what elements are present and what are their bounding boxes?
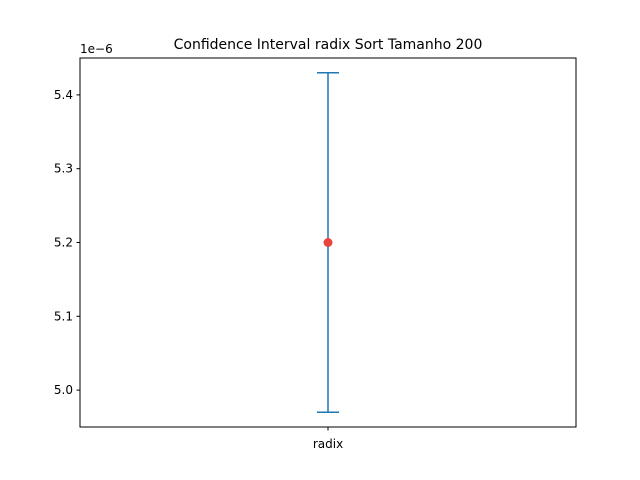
plot-marks: [317, 72, 339, 413]
y-tick-label: 5.3: [54, 162, 73, 176]
x-tick-label: radix: [313, 437, 343, 451]
y-tick-label: 5.4: [54, 88, 73, 102]
chart-title: Confidence Interval radix Sort Tamanho 2…: [174, 37, 483, 53]
y-tick-label: 5.2: [54, 236, 73, 250]
mean-point: [323, 238, 333, 247]
y-tick-label: 5.0: [54, 383, 73, 397]
x-axis: radix: [313, 427, 343, 451]
y-tick-label: 5.1: [54, 309, 73, 323]
plot-area-frame: [79, 57, 577, 428]
y-axis: 5.0 5.1 5.2 5.3 5.4: [54, 88, 80, 397]
y-axis-offset-label: 1e−6: [80, 42, 113, 56]
